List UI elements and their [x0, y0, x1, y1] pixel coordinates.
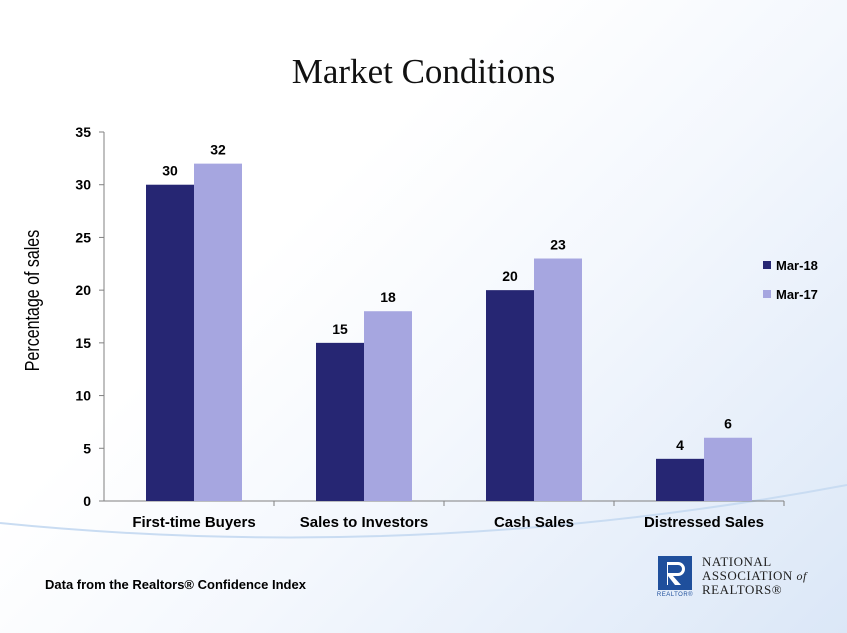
legend-swatch-mar-17 [763, 290, 771, 298]
data-label: 30 [162, 163, 178, 179]
bar-mar-18 [486, 290, 534, 501]
x-category-label: Cash Sales [494, 514, 574, 531]
nar-logo: REALTOR® NATIONAL ASSOCIATION of REALTOR… [656, 555, 816, 604]
data-label: 6 [724, 416, 732, 432]
bar-mar-18 [316, 342, 364, 501]
data-label: 20 [502, 268, 518, 284]
y-axis-title: Percentage of sales [21, 230, 43, 371]
realtor-mark-text: REALTOR® [656, 592, 694, 598]
x-category-label: First-time Buyers [132, 514, 255, 531]
data-label: 15 [332, 321, 348, 337]
logo-line-1: NATIONAL [702, 554, 772, 569]
logo-wordmark: NATIONAL ASSOCIATION of REALTORS® [702, 555, 807, 597]
data-label: 4 [676, 437, 684, 453]
legend-label: Mar-18 [776, 258, 818, 273]
y-tick-label: 35 [75, 124, 91, 140]
legend-label: Mar-17 [776, 287, 818, 302]
y-tick-label: 5 [83, 440, 91, 456]
bar-mar-17 [704, 437, 752, 501]
y-tick-label: 15 [75, 335, 91, 351]
logo-line-2: ASSOCIATION of [702, 568, 807, 584]
chart-title: Market Conditions [291, 52, 556, 91]
y-tick-label: 25 [75, 229, 91, 245]
logo-line-2-suffix: of [796, 569, 807, 583]
data-label: 32 [210, 142, 226, 158]
legend-swatch-mar-18 [763, 261, 771, 269]
x-category-label: Sales to Investors [300, 514, 428, 531]
logo-line-2-main: ASSOCIATION [702, 568, 793, 583]
logo-line-3: REALTORS® [702, 582, 783, 597]
y-tick-label: 20 [75, 282, 91, 298]
bar-mar-17 [194, 163, 242, 501]
decorative-arc-line [0, 484, 847, 539]
y-tick-label: 10 [75, 388, 91, 404]
data-label: 18 [380, 289, 396, 305]
bar-mar-18 [656, 458, 704, 501]
y-tick-label: 0 [83, 493, 91, 509]
plot-area: 0 5 10 15 20 25 30 35 Percentage of sales 30 32 Fir… [21, 124, 818, 531]
bar-mar-17 [364, 311, 412, 501]
decorative-arc [0, 484, 847, 539]
bar-mar-18 [146, 184, 194, 501]
x-category-label: Distressed Sales [644, 514, 764, 531]
y-tick-label: 30 [75, 177, 91, 193]
data-label: 23 [550, 237, 566, 253]
bar-mar-17 [534, 258, 582, 501]
source-footnote: Data from the Realtors® Confidence Index [45, 577, 306, 592]
realtor-r-icon [658, 556, 692, 590]
